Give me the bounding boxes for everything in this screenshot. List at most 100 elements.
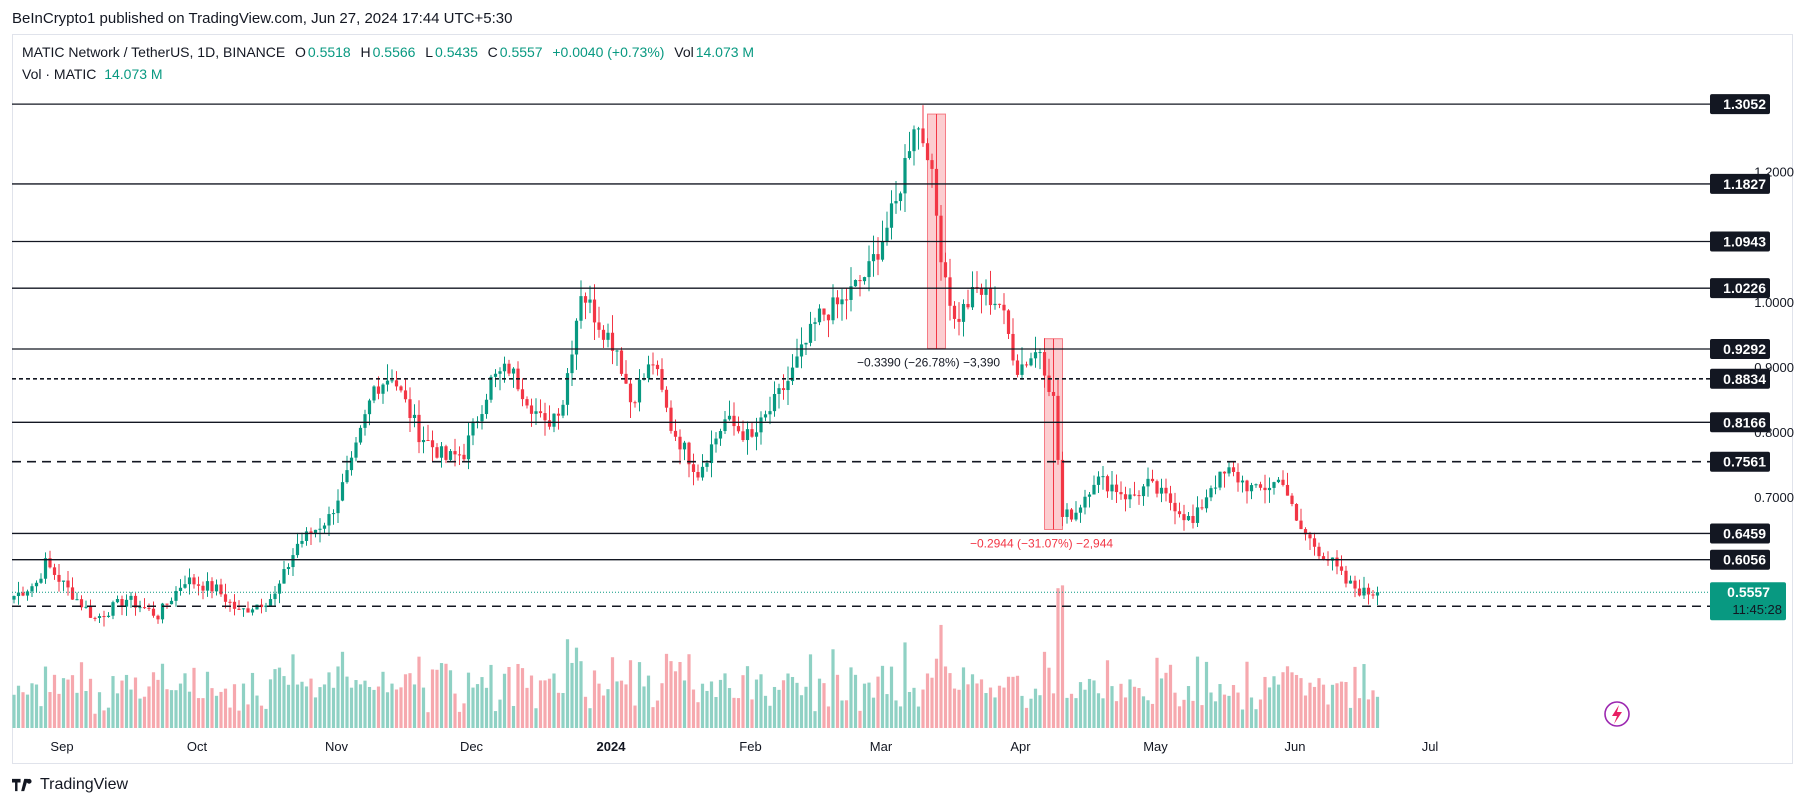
candle-body [309, 531, 313, 534]
candle-body [862, 277, 867, 282]
volume-bar [1200, 705, 1204, 728]
candle-body [1299, 520, 1303, 530]
close-label: C [487, 44, 498, 60]
volume-bar [777, 689, 781, 728]
change-value: +0.0040 (+0.73%) [552, 44, 665, 60]
candle-body [1074, 512, 1078, 520]
volume-bar [822, 683, 826, 728]
volume-bar [43, 666, 48, 728]
volume-bar [183, 673, 187, 728]
x-tick-label: Oct [187, 739, 208, 754]
candle-body [588, 299, 592, 303]
volume-bar [322, 684, 327, 728]
x-tick-label: Apr [1010, 739, 1031, 754]
candle-body [1002, 304, 1006, 311]
volume-bar [736, 698, 741, 728]
volume-bar [187, 691, 192, 728]
volume-bar [462, 703, 466, 728]
volume-bar [1303, 695, 1308, 728]
volume-bar [795, 682, 799, 728]
candle-body [894, 201, 898, 204]
volume-bar [313, 697, 318, 728]
volume-bar [1096, 693, 1101, 728]
volume-bar [52, 674, 57, 728]
candle-body [1321, 556, 1326, 560]
candle-body [1218, 471, 1222, 488]
candle-body [354, 442, 358, 458]
volume-bar [84, 691, 88, 728]
level-label: 0.8166 [1723, 414, 1766, 430]
volume-bar [574, 647, 579, 728]
candle-body [763, 414, 768, 418]
candle-body [268, 599, 273, 606]
open-value: 0.5518 [307, 44, 351, 60]
volume-row-label[interactable]: Vol · MATIC [22, 66, 97, 82]
volume-label: Vol [674, 44, 694, 60]
candle-body [795, 356, 799, 368]
volume-bar [511, 705, 516, 728]
volume-bar [763, 695, 768, 728]
volume-bar [1020, 695, 1024, 728]
candle-body [570, 354, 574, 374]
candle-body [988, 287, 993, 306]
volume-bar [115, 693, 120, 728]
close-value: 0.5557 [499, 44, 543, 60]
volume-bar [88, 678, 93, 728]
volume-bar [16, 685, 21, 728]
volume-bar [412, 684, 417, 728]
volume-bar [642, 686, 646, 728]
symbol-title[interactable]: MATIC Network / TetherUS, 1D, BINANCE [22, 44, 286, 60]
volume-bar [925, 673, 930, 728]
candle-body [1177, 511, 1182, 515]
open-label: O [295, 44, 306, 60]
volume-bar [1339, 681, 1344, 728]
candle-body [1168, 493, 1173, 503]
candle-body [232, 601, 237, 609]
candle-body [75, 599, 79, 601]
candle-body [394, 380, 399, 387]
candle-body [1312, 538, 1317, 547]
volume-row-value: 14.073 M [104, 66, 163, 82]
candle-body [898, 193, 903, 202]
measure-label: −0.3390 (−26.78%) −3,390 [857, 355, 1000, 369]
candle-body [300, 540, 304, 544]
candle-body [111, 602, 115, 616]
candle-body [286, 567, 291, 570]
candle-body [493, 373, 498, 377]
volume-bar [1267, 687, 1272, 728]
candle-body [601, 329, 606, 340]
candle-body [178, 587, 183, 591]
candle-body [637, 379, 642, 403]
candle-body [1222, 471, 1227, 474]
candle-body [529, 405, 534, 414]
candle-body [1141, 486, 1146, 497]
volume-bar [1227, 695, 1231, 728]
volume-bar [1110, 686, 1114, 728]
lightning-circle [1604, 701, 1630, 727]
candle-body [1024, 364, 1029, 366]
candle-body [669, 407, 673, 431]
volume-bar [876, 676, 880, 728]
footer-brand[interactable]: TradingView [12, 776, 128, 794]
volume-bar [1231, 685, 1236, 728]
low-value: 0.5435 [435, 44, 478, 60]
volume-bar [457, 711, 462, 728]
candle-body [1348, 580, 1353, 584]
volume-bar [538, 680, 543, 728]
volume-bar [948, 673, 952, 728]
volume-bar [408, 673, 412, 728]
volume-bar [1137, 688, 1141, 728]
candle-body [970, 286, 975, 308]
candle-body [948, 277, 952, 306]
candle-body [849, 286, 853, 300]
volume-bar [1033, 688, 1038, 728]
volume-bar [93, 713, 97, 728]
candle-body [1195, 507, 1200, 523]
volume-bar [381, 671, 385, 728]
candle-body [34, 582, 39, 587]
candle-body [1047, 375, 1051, 392]
candle-body [858, 280, 862, 282]
volume-bar [588, 708, 592, 728]
candle-body [1011, 333, 1015, 361]
